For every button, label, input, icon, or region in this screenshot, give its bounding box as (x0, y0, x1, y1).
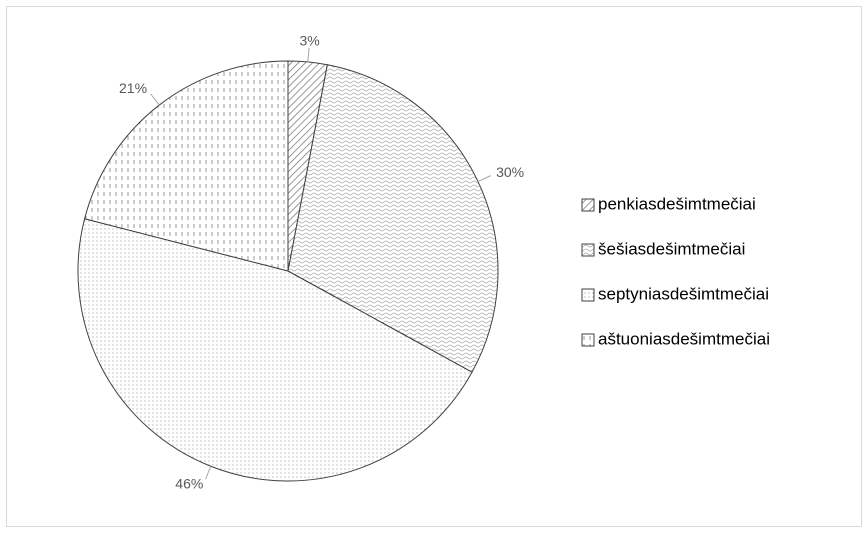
data-label: 21% (119, 80, 147, 96)
leader-line (205, 466, 212, 480)
leader-line (477, 175, 491, 183)
leader-line (307, 47, 310, 62)
legend-label: aštuoniasdešimtmečiai (598, 329, 770, 348)
pie-slice (83, 60, 289, 272)
legend-swatch (581, 288, 595, 302)
legend-swatch (581, 333, 595, 347)
pie-slice (287, 64, 499, 373)
legend-label: penkiasdešimtmečiai (598, 194, 756, 213)
pie-slice (77, 218, 473, 482)
legend-label: septyniasdešimtmečiai (598, 284, 769, 303)
data-label: 3% (300, 33, 320, 49)
leader-line (150, 93, 160, 106)
legend-label: šešiasdešimtmečiai (598, 239, 745, 258)
data-label: 46% (175, 476, 203, 492)
legend-swatch (581, 198, 595, 212)
data-label: 30% (496, 164, 524, 180)
chart-frame (6, 6, 862, 527)
legend-swatch (581, 243, 595, 257)
